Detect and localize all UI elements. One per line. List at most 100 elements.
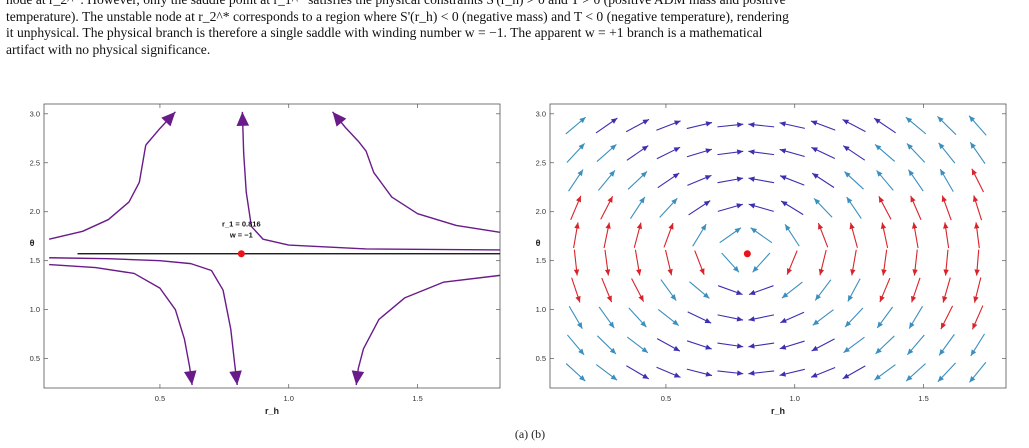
vector-arrow-head <box>579 375 586 382</box>
y-tick-label: 2.0 <box>30 207 40 216</box>
vector-arrow-head <box>939 349 945 356</box>
vector-arrow-head <box>748 316 755 322</box>
vector-arrow-head <box>636 222 643 230</box>
vector-arrow-head <box>849 222 855 230</box>
text-line-1: node at r_2^*. However, only the saddle … <box>6 0 1024 9</box>
x-tick-label: 0.5 <box>661 394 671 403</box>
vector-arrow-head <box>748 370 755 376</box>
vector-arrow-head <box>812 319 820 326</box>
vector-arrow-head <box>577 169 584 177</box>
x-tick-label: 0.5 <box>155 394 165 403</box>
trajectory-arrowhead <box>351 370 365 386</box>
vector-arrow-head <box>844 171 851 178</box>
vector-arrow-head <box>736 289 743 295</box>
vector-arrow-head <box>748 203 756 209</box>
vector-arrow-head <box>938 142 945 150</box>
vector-arrow-head <box>905 117 913 124</box>
vector-arrow-head <box>875 347 882 354</box>
y-tick-label: 2.5 <box>30 158 40 167</box>
vector-arrow-head <box>736 149 744 155</box>
vector-arrow-head <box>748 122 755 128</box>
figure-left-trajectories: 0.5 1.0 1.5 0.5 1.0 1.5 2.0 2.5 3.0 r_h θ r_1 = 0.8… <box>30 103 501 416</box>
vector-arrow-head <box>607 196 613 203</box>
vector-arrow-head <box>971 168 977 176</box>
trajectory-curve <box>241 111 501 251</box>
vector-arrow-head <box>779 371 786 377</box>
x-tick-label: 1.0 <box>790 394 800 403</box>
vector-arrow-head <box>906 143 913 150</box>
vector-arrow-head <box>641 145 649 152</box>
vector-arrow-head <box>673 345 680 352</box>
vector-arrow-head <box>574 222 580 229</box>
vector-arrow-head <box>752 266 759 273</box>
vector-arrow-head <box>609 347 616 354</box>
trajectory-curve <box>355 274 501 386</box>
vector-arrow-head <box>705 121 713 127</box>
critical-point <box>237 250 245 258</box>
vector-arrow-head <box>733 266 740 273</box>
vector-arrow-head <box>703 200 711 207</box>
vector-arrow-head <box>642 373 649 379</box>
vector-arrow-head <box>780 317 787 323</box>
vector-arrow-head <box>818 268 825 276</box>
vector-arrow-head <box>703 292 710 299</box>
vector-arrow-head <box>671 198 678 205</box>
vector-arrow-head <box>667 268 673 276</box>
y-tick-label: 2.0 <box>536 207 546 216</box>
vector-arrow-head <box>943 222 949 229</box>
vector-arrow-head <box>812 173 819 179</box>
vector-arrow-head <box>748 343 755 349</box>
trajectory-arrowhead <box>236 111 250 127</box>
y-tick-label: 1.5 <box>30 256 40 265</box>
vector-arrow-head <box>704 318 712 324</box>
vector-arrow-head <box>673 147 681 153</box>
vector-arrow-head <box>673 372 681 378</box>
vector-arrow-head <box>940 169 946 176</box>
vector-arrow-head <box>877 321 883 328</box>
vector-arrow-head <box>576 322 583 329</box>
y-tick-label: 3.0 <box>30 109 40 118</box>
critical-point-annotation: w = −1 <box>229 230 253 239</box>
vector-arrow-head <box>973 296 979 303</box>
vector-arrow-head <box>811 147 818 153</box>
vector-arrow-head <box>911 222 918 229</box>
vector-arrow-head <box>781 200 788 207</box>
vector-arrow-head <box>912 269 918 276</box>
vector-arrow-head <box>670 294 677 301</box>
vector-arrow-head <box>880 222 887 229</box>
vector-arrow-head <box>974 269 980 276</box>
vector-arrow-head <box>943 269 949 276</box>
vector-arrow-head <box>810 120 818 126</box>
vector-arrow-head <box>578 348 585 355</box>
vector-arrow-head <box>638 295 644 302</box>
vector-arrow-head <box>942 296 948 303</box>
vector-arrow-head <box>937 375 944 382</box>
vector-arrow-head <box>779 148 787 154</box>
y-axis-label: θ <box>30 238 35 248</box>
vector-arrow-head <box>811 345 819 351</box>
vector-arrow-head <box>639 196 645 204</box>
vector-arrow-head <box>937 116 944 123</box>
paper-text: node at r_2^*. However, only the saddle … <box>6 0 1024 84</box>
vector-arrow-head <box>608 321 615 329</box>
vector-arrow-head <box>704 175 712 181</box>
y-tick-label: 0.5 <box>30 354 40 363</box>
vector-arrow-head <box>779 344 787 350</box>
vector-arrow-head <box>876 170 883 177</box>
vector-arrow-head <box>850 269 856 276</box>
vector-arrow-head <box>818 223 824 230</box>
vector-arrow-head <box>700 224 707 231</box>
vector-arrow-head <box>578 143 585 150</box>
vector-arrow-head <box>974 222 980 229</box>
vector-arrow-head <box>610 118 618 124</box>
vector-arrow-head <box>780 175 787 181</box>
vector-arrow-head <box>845 320 852 327</box>
vector-arrow-head <box>604 269 611 276</box>
vector-arrow-head <box>970 142 976 149</box>
vector-arrow-head <box>736 203 743 209</box>
trajectory-curve <box>48 145 147 240</box>
vector-arrow-head <box>672 319 679 326</box>
text-line-3: it unphysical. The physical branch is th… <box>6 25 763 40</box>
vector-arrow-head <box>737 122 744 128</box>
y-axis-label: θ <box>536 238 541 248</box>
